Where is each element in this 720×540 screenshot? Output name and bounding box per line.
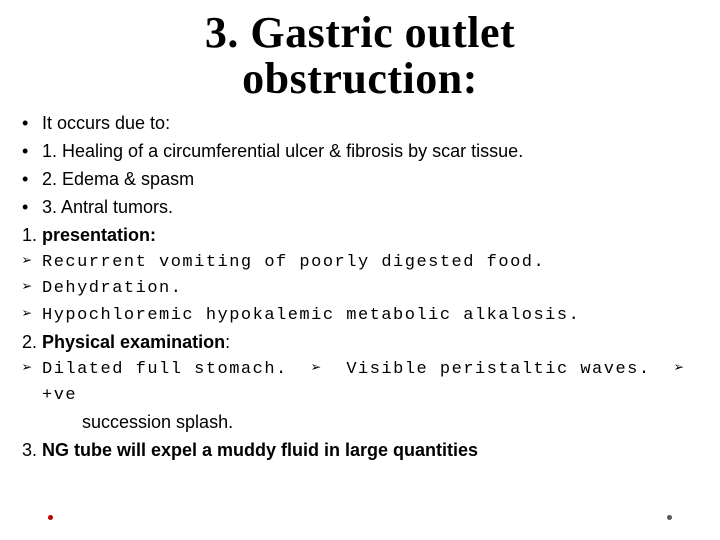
segment: Dilated full stomach. — [42, 360, 288, 379]
body-text: Hypochloremic hypokalemic metabolic alka… — [42, 303, 700, 329]
title-line-2: obstruction: — [242, 54, 478, 103]
slide-body: • It occurs due to: • 1. Healing of a ci… — [20, 110, 700, 465]
chevron-icon: ➢ — [20, 250, 42, 276]
bullet-icon: • — [20, 110, 42, 138]
number-marker: 1. — [20, 222, 42, 250]
body-text: succession splash. — [42, 409, 700, 437]
bullet-icon: • — [20, 138, 42, 166]
body-text: 2. Edema & spasm — [42, 166, 700, 194]
decorative-dot-left — [48, 515, 53, 520]
chevron-icon: ➢ — [311, 360, 323, 379]
chevron-icon: ➢ — [20, 303, 42, 329]
section-heading: NG tube will expel a muddy fluid in larg… — [42, 437, 700, 465]
chevron-row: ➢ Recurrent vomiting of poorly digested … — [20, 250, 700, 276]
chevron-icon: ➢ — [674, 360, 686, 379]
bullet-row: • 3. Antral tumors. — [20, 194, 700, 222]
chevron-row-multi: ➢ Dilated full stomach. ➢ Visible perist… — [20, 357, 700, 410]
title-line-1: 3. Gastric outlet — [205, 8, 515, 57]
body-text: Recurrent vomiting of poorly digested fo… — [42, 250, 700, 276]
bullet-row: • It occurs due to: — [20, 110, 700, 138]
decorative-dot-right — [667, 515, 672, 520]
body-text: Dehydration. — [42, 276, 700, 302]
number-marker: 2. — [20, 329, 42, 357]
number-marker: 3. — [20, 437, 42, 465]
bullet-icon: • — [20, 194, 42, 222]
body-text: 1. Healing of a circumferential ulcer & … — [42, 138, 700, 166]
heading-text: Physical examination — [42, 332, 225, 352]
bullet-row: • 2. Edema & spasm — [20, 166, 700, 194]
chevron-icon: ➢ — [20, 357, 42, 383]
chevron-icon: ➢ — [20, 276, 42, 302]
segment: +ve — [42, 386, 77, 405]
section-heading: Physical examination: — [42, 329, 700, 357]
chevron-row: ➢ Hypochloremic hypokalemic metabolic al… — [20, 303, 700, 329]
body-text-multi: Dilated full stomach. ➢ Visible peristal… — [42, 357, 700, 410]
continuation-row: succession splash. — [20, 409, 700, 437]
chevron-row: ➢ Dehydration. — [20, 276, 700, 302]
numbered-row: 3. NG tube will expel a muddy fluid in l… — [20, 437, 700, 465]
segment: Visible peristaltic waves. — [346, 360, 650, 379]
colon: : — [225, 332, 230, 352]
numbered-row: 2. Physical examination: — [20, 329, 700, 357]
section-heading: presentation: — [42, 222, 700, 250]
slide-title: 3. Gastric outlet obstruction: — [20, 10, 700, 102]
bullet-row: • 1. Healing of a circumferential ulcer … — [20, 138, 700, 166]
body-text: It occurs due to: — [42, 110, 700, 138]
body-text: 3. Antral tumors. — [42, 194, 700, 222]
numbered-row: 1. presentation: — [20, 222, 700, 250]
bullet-icon: • — [20, 166, 42, 194]
